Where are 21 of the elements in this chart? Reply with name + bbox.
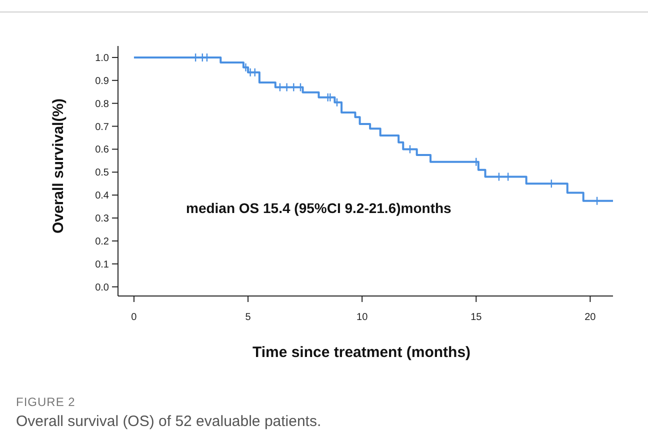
y-tick-label: 0.9	[95, 76, 110, 87]
y-tick-label: 0.1	[95, 259, 110, 270]
x-tick-label: 20	[584, 312, 596, 323]
text: Overall survival (OS) of 52 evaluable patients.	[16, 413, 322, 430]
y-tick-label: 0.5	[95, 168, 110, 179]
y-tick-label: 0.8	[95, 98, 110, 110]
y-tick-label: 0.4	[95, 190, 110, 202]
y-tick-label: 0.0	[95, 282, 110, 294]
y-tick-label: 0.6	[95, 144, 110, 156]
y-tick-label: 1.0	[95, 52, 110, 64]
x-tick-label: 15	[470, 312, 482, 323]
x-tick-label: 0	[131, 312, 138, 323]
y-tick-label: 0.2	[95, 236, 110, 248]
y-tick-label: 0.7	[95, 122, 110, 133]
x-tick-label: 5	[245, 312, 252, 323]
x-tick-label: 10	[356, 312, 368, 323]
y-axis-title: Overall survival(%)	[50, 98, 67, 234]
x-axis-title: Time since treatment (months)	[252, 344, 471, 361]
y-tick-label: 0.3	[95, 214, 110, 225]
annotation: median OS 15.4 (95%CI 9.2-21.6)months	[186, 200, 452, 216]
caption: FIGURE 2	[16, 395, 76, 409]
